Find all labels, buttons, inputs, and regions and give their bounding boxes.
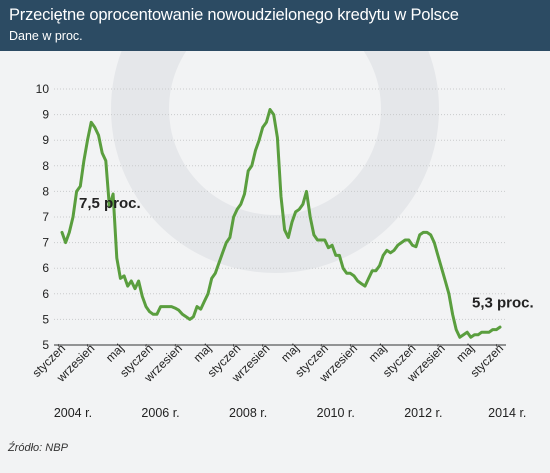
x-axis-year-labels: 2004 r. 2006 r. 2008 r. 2010 r. 2012 r. 2014 … xyxy=(54,406,527,420)
year-label: 2012 r. xyxy=(404,406,442,420)
chart-subtitle: Dane w proc. xyxy=(9,29,83,43)
watermark-logo xyxy=(111,51,439,273)
series-line xyxy=(60,108,502,339)
annotation-label: 5,3 proc. xyxy=(472,295,534,312)
year-label: 2008 r. xyxy=(229,406,267,420)
y-tick-label: 5 xyxy=(42,338,49,352)
year-label: 2004 r. xyxy=(54,406,92,420)
x-tick-label: styczeń xyxy=(467,341,506,380)
y-tick-label: 8 xyxy=(42,184,49,198)
year-label: 2010 r. xyxy=(317,406,355,420)
chart-title: Przeciętne oprocentowanie nowoudzieloneg… xyxy=(9,6,459,24)
y-tick-label: 9 xyxy=(42,108,49,122)
y-tick-label: 7 xyxy=(42,210,49,224)
chart-header: Przeciętne oprocentowanie nowoudzieloneg… xyxy=(0,0,550,51)
y-tick-label: 10 xyxy=(36,82,50,96)
y-tick-label: 6 xyxy=(42,261,49,275)
y-tick-label: 8 xyxy=(42,159,49,173)
year-label: 2014 r. xyxy=(488,406,526,420)
y-tick-label: 5 xyxy=(42,312,49,326)
y-tick-label: 7 xyxy=(42,236,49,250)
source-note: Źródło: NBP xyxy=(8,442,68,454)
annotation-label: 7,5 proc. xyxy=(79,195,141,212)
annotations: 7,5 proc. 5,3 proc. xyxy=(79,195,534,312)
year-label: 2006 r. xyxy=(141,406,179,420)
y-tick-label: 6 xyxy=(42,287,49,301)
y-axis-ticks: 5 5 6 6 7 7 8 8 9 9 10 xyxy=(36,82,50,352)
y-tick-label: 9 xyxy=(42,133,49,147)
